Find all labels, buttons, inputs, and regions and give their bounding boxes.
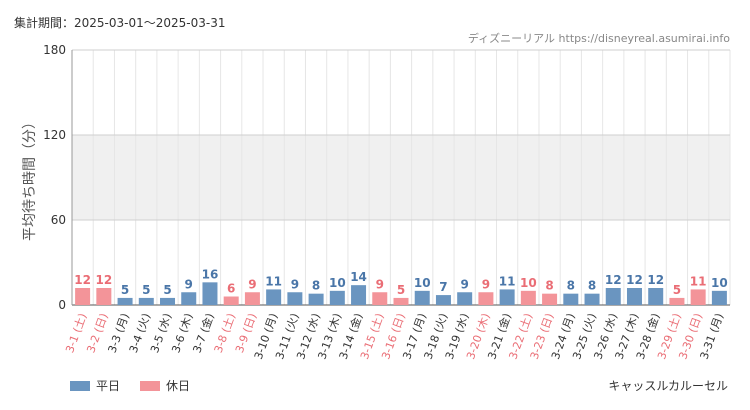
bar-value-label: 8 [545,279,553,293]
bar-value-label: 10 [520,276,537,290]
bar [266,289,282,305]
bar [160,297,176,305]
y-tick-label: 60 [51,213,66,227]
bar [711,290,727,305]
period-label: 集計期間：2025-03-01〜2025-03-31 [14,16,226,30]
bar-value-label: 14 [350,270,367,284]
bar-value-label: 10 [414,276,431,290]
bar [202,282,218,305]
bar [96,288,112,305]
bar-value-label: 9 [291,277,299,291]
bar-value-label: 5 [673,283,681,297]
bar-value-label: 6 [227,282,235,296]
bar-value-label: 9 [185,277,193,291]
legend-holiday: 休日 [140,377,190,394]
bar [690,289,706,305]
bar-value-label: 10 [711,276,728,290]
bar [181,292,197,305]
bar-value-label: 5 [121,283,129,297]
bar [605,288,621,305]
bar-value-label: 9 [376,277,384,291]
bar [520,290,536,305]
bar-value-label: 5 [142,283,150,297]
bar-value-label: 11 [265,274,282,288]
bar-value-label: 12 [74,273,91,287]
bar [244,292,260,305]
bar [648,288,664,305]
bar [626,288,642,305]
bar [117,297,133,305]
bar-value-label: 5 [163,283,171,297]
bar [287,292,303,305]
shaded-band [72,135,730,220]
bar-value-label: 9 [248,277,256,291]
bar [435,295,451,305]
bar [75,288,91,305]
bar [351,285,367,305]
bar-value-label: 7 [439,280,447,294]
bar [499,289,515,305]
bar-value-label: 9 [460,277,468,291]
bar-value-label: 8 [312,279,320,293]
legend-holiday-swatch [140,380,161,391]
legend-holiday-label: 休日 [166,379,191,393]
y-axis-label: 平均待ち時間（分） [22,115,38,241]
attraction-name: キャッスルカルーセル [608,379,728,393]
legend-weekday-label: 平日 [96,379,121,393]
bar [329,290,345,305]
bar-value-label: 5 [397,283,405,297]
legend-weekday-swatch [70,380,90,391]
bar-value-label: 12 [605,273,622,287]
bar-value-label: 8 [588,279,596,293]
bar [223,296,239,305]
bar-value-label: 10 [329,276,346,290]
bar-value-label: 16 [202,267,219,281]
bar-value-label: 12 [95,273,112,287]
bar [138,297,154,305]
bar [669,297,685,305]
bar [308,293,324,305]
bar [584,293,600,305]
y-tick-label: 120 [43,128,66,142]
bar [414,290,430,305]
bar-value-label: 12 [647,273,664,287]
bar [478,292,494,305]
bar [393,297,409,305]
bar-value-label: 12 [626,273,643,287]
y-tick-label: 180 [43,43,66,57]
legend: 平日 休日 [70,377,210,394]
bar [542,293,558,305]
y-tick-label: 0 [58,298,66,312]
bar-value-label: 11 [499,274,516,288]
bar-value-label: 9 [482,277,490,291]
legend-weekday: 平日 [70,377,120,394]
bar [372,292,388,305]
bar [563,293,579,305]
bar-value-label: 8 [567,279,575,293]
bar-value-label: 11 [690,274,707,288]
bar [457,292,473,305]
source-label: ディズニーリアル https://disneyreal.asumirai.inf… [467,32,730,45]
